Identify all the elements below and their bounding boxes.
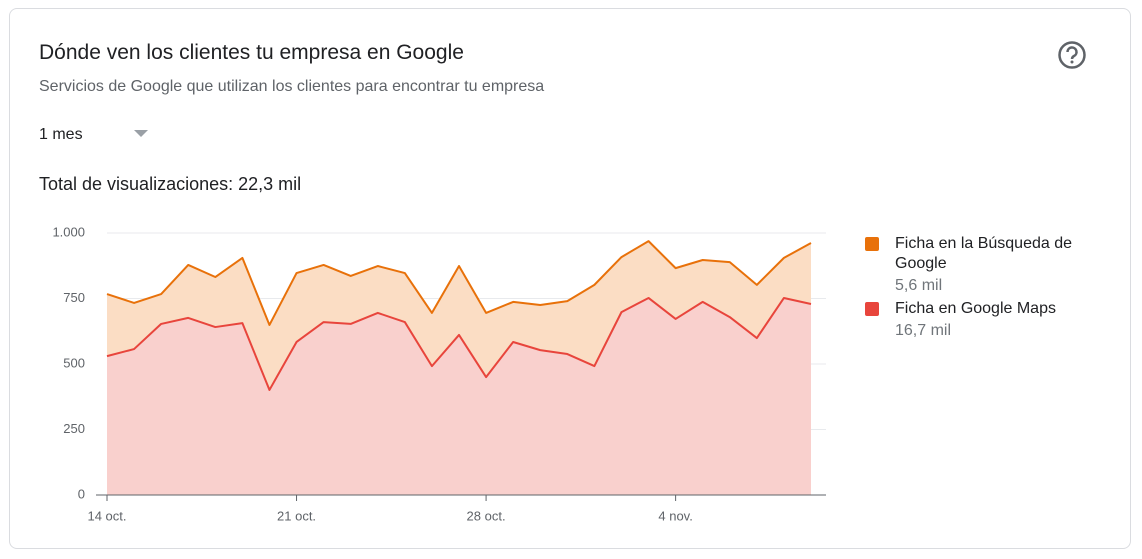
area [107, 241, 811, 390]
line [106, 240, 812, 326]
legend-swatch [865, 302, 879, 316]
y-tick-label: 0 [78, 486, 85, 501]
line [106, 296, 812, 391]
y-tick-label: 750 [63, 290, 85, 305]
x-tick-label: 21 oct. [277, 508, 316, 523]
total-views: Total de visualizaciones: 22,3 mil [39, 174, 302, 194]
chart: 0 250 500 750 1.000 14 oct. 21 oct. 28 oct. 4 no… [52, 224, 826, 523]
legend-label: Ficha en la Búsqueda de Google [895, 235, 1073, 272]
x-tick-label: 28 oct. [467, 508, 506, 523]
x-tick-label: 14 oct. [87, 508, 126, 523]
dropdown-arrow[interactable] [133, 129, 149, 139]
y-tick-label: 1.000 [52, 224, 85, 239]
legend: Ficha en la Búsqueda de Google 5,6 mil Fic… [865, 234, 1105, 344]
legend-item: Ficha en Google Maps 16,7 mil [865, 299, 1105, 340]
legend-total: 16,7 mil [895, 322, 952, 339]
legend-label: Ficha en Google Maps [895, 300, 1056, 317]
area [107, 297, 811, 495]
x-tick-label: 4 nov. [658, 508, 692, 523]
card-title: Dónde ven los clientes tu empresa en Goo… [39, 41, 464, 64]
period-dropdown[interactable]: 1 mes [39, 126, 83, 143]
help-icon[interactable] [1057, 40, 1087, 70]
y-tick-label: 250 [63, 421, 85, 436]
legend-swatch [865, 237, 879, 251]
card [9, 8, 1131, 549]
legend-total: 5,6 mil [895, 277, 943, 294]
legend-item: Ficha en la Búsqueda de Google 5,6 mil [865, 234, 1105, 295]
y-tick-label: 500 [63, 355, 85, 370]
card-subtitle: Servicios de Google que utilizan los cli… [39, 78, 545, 95]
